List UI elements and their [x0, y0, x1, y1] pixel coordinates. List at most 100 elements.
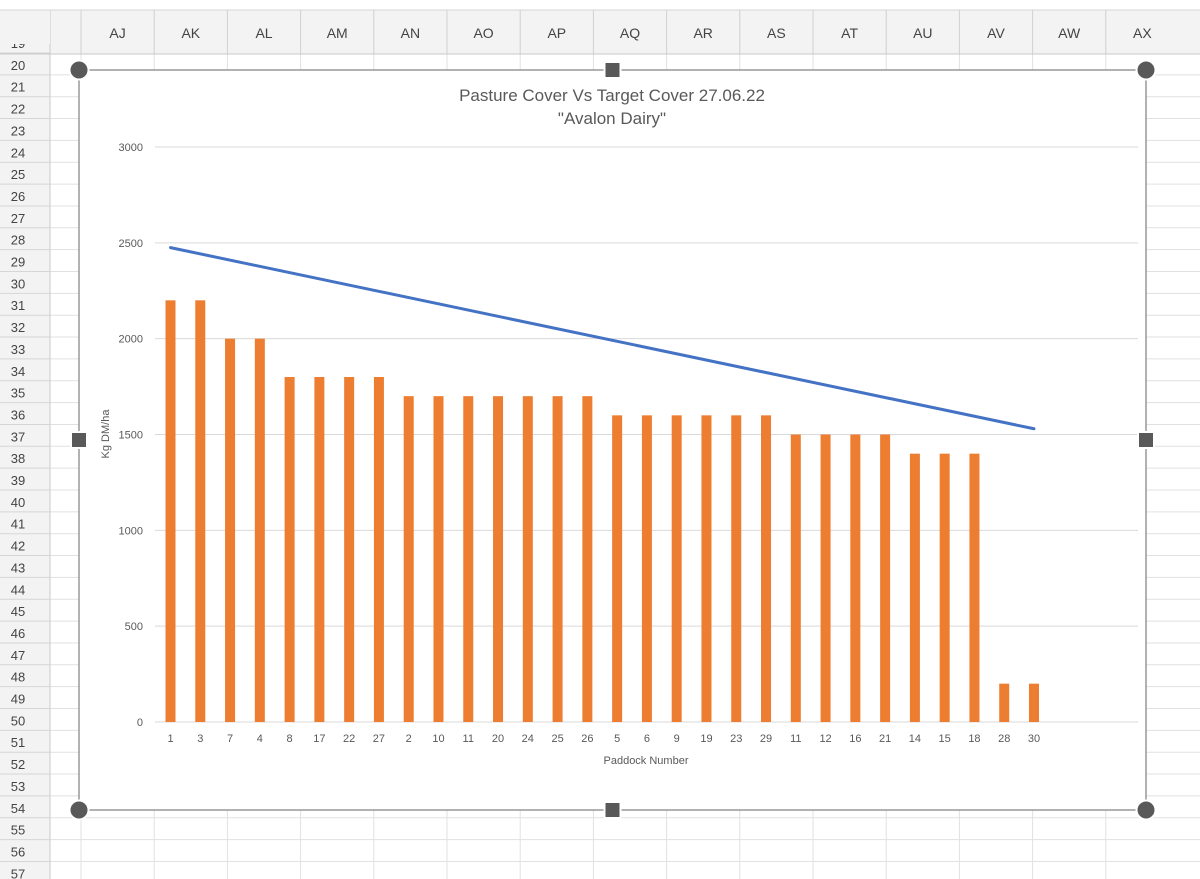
row-header-37[interactable]: 37 [11, 429, 25, 444]
x-tick-label: 2 [406, 733, 412, 745]
x-tick-label: 6 [644, 733, 650, 745]
bar-paddock-16 [850, 434, 861, 722]
x-tick-label: 29 [760, 733, 772, 745]
x-tick-label: 18 [968, 733, 980, 745]
column-header-ar[interactable]: AR [693, 25, 712, 41]
row-header-22[interactable]: 22 [11, 102, 25, 117]
row-header-34[interactable]: 34 [11, 364, 25, 379]
bar-paddock-5 [612, 415, 623, 722]
bar-paddock-23 [731, 415, 742, 722]
y-tick-label: 500 [125, 621, 143, 633]
row-header-25[interactable]: 25 [11, 167, 25, 182]
resize-handle-edge[interactable] [603, 801, 622, 819]
row-header-46[interactable]: 46 [11, 626, 25, 641]
x-tick-label: 7 [227, 733, 233, 745]
x-tick-label: 21 [879, 733, 891, 745]
column-header-ao[interactable]: AO [473, 25, 493, 41]
row-header-32[interactable]: 32 [11, 320, 25, 335]
row-header-42[interactable]: 42 [11, 539, 25, 554]
column-header-as[interactable]: AS [767, 25, 786, 41]
row-header-45[interactable]: 45 [11, 604, 25, 619]
row-header-44[interactable]: 44 [11, 582, 25, 597]
row-header-36[interactable]: 36 [11, 407, 25, 422]
column-header-al[interactable]: AL [255, 25, 272, 41]
y-tick-label: 2500 [119, 238, 143, 250]
row-header-47[interactable]: 47 [11, 648, 25, 663]
row-header-50[interactable]: 50 [11, 713, 25, 728]
column-header-aj[interactable]: AJ [109, 25, 125, 41]
resize-handle-edge[interactable] [603, 61, 622, 79]
row-header-28[interactable]: 28 [11, 233, 25, 248]
y-tick-label: 3000 [119, 142, 143, 154]
resize-handle-corner[interactable] [1135, 59, 1157, 81]
row-header-39[interactable]: 39 [11, 473, 25, 488]
bar-paddock-15 [939, 453, 950, 722]
y-tick-label: 0 [137, 717, 143, 729]
row-header-56[interactable]: 56 [11, 844, 25, 859]
column-header-aq[interactable]: AQ [620, 25, 640, 41]
x-tick-label: 11 [790, 733, 801, 745]
row-header-bar [0, 54, 50, 879]
x-axis-title: Paddock Number [604, 755, 689, 767]
row-header-38[interactable]: 38 [11, 451, 25, 466]
embedded-chart[interactable]: Pasture Cover Vs Target Cover 27.06.22 "… [68, 59, 1157, 821]
row-header-52[interactable]: 52 [11, 757, 25, 772]
bar-paddock-10 [433, 396, 444, 722]
row-header-54[interactable]: 54 [11, 801, 25, 816]
row-header-31[interactable]: 31 [11, 298, 25, 313]
bar-paddock-12 [820, 434, 831, 722]
chart-subtitle: "Avalon Dairy" [558, 109, 666, 128]
row-header-26[interactable]: 26 [11, 189, 25, 204]
x-tick-label: 8 [287, 733, 293, 745]
x-tick-label: 10 [432, 733, 444, 745]
row-header-20[interactable]: 20 [11, 58, 25, 73]
column-header-ak[interactable]: AK [181, 25, 200, 41]
row-header-51[interactable]: 51 [11, 735, 25, 750]
column-header-am[interactable]: AM [327, 25, 348, 41]
row-header-21[interactable]: 21 [11, 80, 25, 95]
column-header-ap[interactable]: AP [547, 25, 566, 41]
row-header-53[interactable]: 53 [11, 779, 25, 794]
row-header-27[interactable]: 27 [11, 211, 25, 226]
x-tick-label: 22 [343, 733, 355, 745]
x-tick-label: 15 [939, 733, 951, 745]
bar-paddock-20 [493, 396, 504, 722]
column-header-aw[interactable]: AW [1058, 25, 1081, 41]
row-header-43[interactable]: 43 [11, 560, 25, 575]
x-tick-label: 4 [257, 733, 263, 745]
resize-handle-edge[interactable] [1137, 431, 1155, 449]
bar-paddock-26 [582, 396, 593, 722]
row-header-57[interactable]: 57 [11, 866, 25, 879]
x-tick-label: 27 [373, 733, 385, 745]
resize-handle-corner[interactable] [1135, 799, 1157, 821]
x-tick-label: 19 [700, 733, 712, 745]
column-header-av[interactable]: AV [987, 25, 1005, 41]
bar-paddock-21 [880, 434, 891, 722]
row-header-33[interactable]: 33 [11, 342, 25, 357]
row-header-48[interactable]: 48 [11, 670, 25, 685]
column-header-an[interactable]: AN [401, 25, 420, 41]
column-header-au[interactable]: AU [913, 25, 932, 41]
column-header-ax[interactable]: AX [1133, 25, 1152, 41]
row-header-35[interactable]: 35 [11, 386, 25, 401]
bar-paddock-24 [522, 396, 533, 722]
row-header-23[interactable]: 23 [11, 123, 25, 138]
resize-handle-corner[interactable] [68, 59, 90, 81]
x-tick-label: 25 [551, 733, 563, 745]
x-tick-label: 24 [522, 733, 534, 745]
bar-paddock-6 [641, 415, 652, 722]
x-tick-label: 1 [167, 733, 173, 745]
target-cover-line [169, 246, 1036, 431]
row-header-40[interactable]: 40 [11, 495, 25, 510]
resize-handle-edge[interactable] [70, 431, 88, 449]
resize-handle-corner[interactable] [68, 799, 90, 821]
row-header-29[interactable]: 29 [11, 255, 25, 270]
bar-paddock-4 [254, 338, 265, 722]
row-header-55[interactable]: 55 [11, 823, 25, 838]
x-tick-label: 23 [730, 733, 742, 745]
row-header-24[interactable]: 24 [11, 145, 25, 160]
row-header-41[interactable]: 41 [11, 517, 25, 532]
column-header-at[interactable]: AT [841, 25, 858, 41]
row-header-49[interactable]: 49 [11, 692, 25, 707]
row-header-30[interactable]: 30 [11, 276, 25, 291]
